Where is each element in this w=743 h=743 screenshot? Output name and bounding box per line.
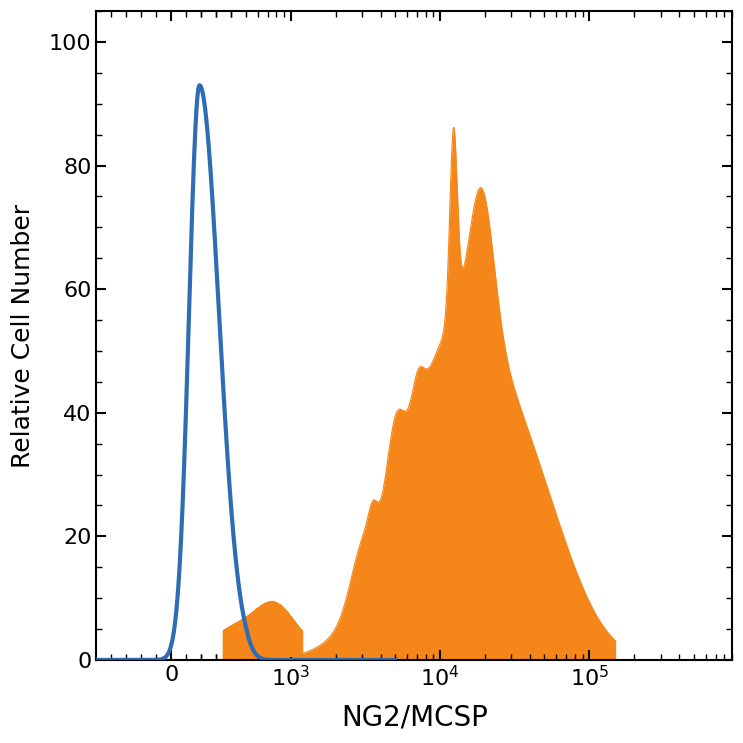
X-axis label: NG2/MCSP: NG2/MCSP (341, 704, 487, 732)
Y-axis label: Relative Cell Number: Relative Cell Number (11, 204, 35, 467)
